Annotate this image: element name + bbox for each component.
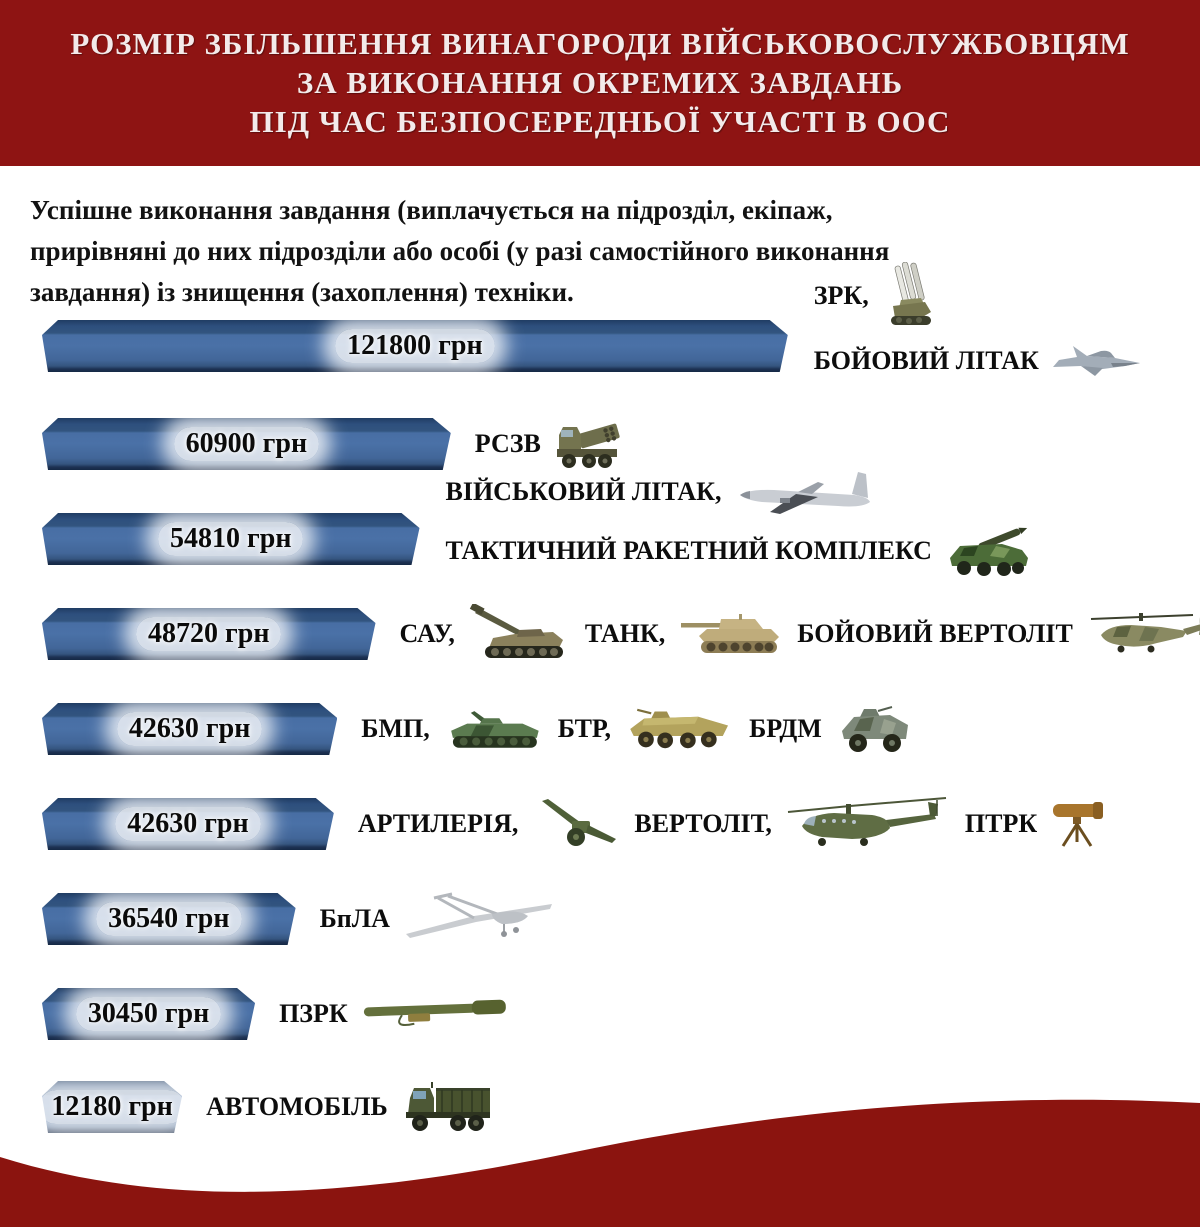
attack-helicopter-icon xyxy=(1090,613,1200,653)
bar-labels: БМП, БТР, БРДМ xyxy=(361,701,916,757)
target-label: ВЕРТОЛІТ, xyxy=(634,809,772,838)
self-propelled-gun-icon xyxy=(469,604,563,658)
target-label: РСЗВ xyxy=(474,429,541,458)
bottom-wave-decoration xyxy=(0,1099,1200,1227)
bar-36540: 36540 грн xyxy=(42,893,296,945)
recon-vehicle-icon xyxy=(841,706,908,752)
target-label: ВІЙСЬКОВИЙ ЛІТАК, xyxy=(445,477,722,506)
target-label: ЗРК, xyxy=(813,281,869,310)
bar-row-9: 12180 грн АВТОМОБІЛЬ xyxy=(0,1081,1200,1133)
page-title-line-1: РОЗМІР ЗБІЛЬШЕННЯ ВИНАГОРОДИ ВІЙСЬКОВОСЛ… xyxy=(70,26,1130,61)
sam-launcher-icon xyxy=(890,262,931,325)
bar-60900: 60900 грн xyxy=(42,418,451,470)
bar-labels: АВТОМОБІЛЬ xyxy=(206,1078,494,1136)
target-label: БпЛА xyxy=(319,904,390,933)
ifv-icon xyxy=(450,711,539,748)
target-label: САУ, xyxy=(399,619,455,648)
bar-value: 121800 грн xyxy=(335,329,495,363)
fighter-jet-icon xyxy=(1052,346,1140,376)
bar-labels: САУ, ТАНК, БОЙОВИЙ ВЕРТОЛІТ xyxy=(400,603,1200,665)
target-label: АРТИЛЕРІЯ, xyxy=(357,809,519,838)
intro-line-3: завдання) із знищення (захоплення) техні… xyxy=(30,277,574,307)
apc-icon xyxy=(630,708,729,749)
bar-labels: ЗРК, БОЙОВИЙ ЛІТАК xyxy=(814,262,1143,384)
bar-labels: ПЗРК xyxy=(279,997,510,1031)
bar-42630-b: 42630 грн xyxy=(42,798,334,850)
page-title-line-3: ПІД ЧАС БЕЗПОСЕРЕДНЬОЇ УЧАСТІ В ООС xyxy=(249,104,951,139)
military-plane-icon xyxy=(739,472,870,514)
bar-value: 36540 грн xyxy=(96,902,242,936)
transport-helicopter-icon xyxy=(787,797,946,846)
header-banner: РОЗМІР ЗБІЛЬШЕННЯ ВИНАГОРОДИ ВІЙСЬКОВОСЛ… xyxy=(0,0,1200,166)
bar-12180: 12180 грн xyxy=(39,1081,185,1133)
bar-48720: 48720 грн xyxy=(42,608,376,660)
intro-line-1: Успішне виконання завдання (виплачується… xyxy=(30,195,833,225)
bar-row-3: 54810 грн ВІЙСЬКОВИЙ ЛІТАК, ТАКТИЧНИЙ РА… xyxy=(0,472,1200,576)
bar-row-7: 36540 грн БпЛА xyxy=(0,892,1200,945)
bar-value: 54810 грн xyxy=(158,522,304,556)
mlrs-truck-icon xyxy=(556,423,620,468)
bar-30450: 30450 грн xyxy=(42,988,255,1040)
bar-row-2: 60900 грн РСЗВ xyxy=(0,418,1200,470)
target-label: ПЗРК xyxy=(279,999,348,1028)
target-label: ТАКТИЧНИЙ РАКЕТНИЙ КОМПЛЕКС xyxy=(445,536,932,565)
manpads-icon xyxy=(363,999,506,1027)
target-label: ТАНК, xyxy=(584,619,666,648)
bar-value: 12180 грн xyxy=(39,1090,185,1124)
bar-labels: РСЗВ xyxy=(475,415,623,473)
tank-icon xyxy=(681,614,780,653)
intro-text: Успішне виконання завдання (виплачується… xyxy=(30,190,1010,313)
bar-row-4: 48720 грн САУ, ТАНК, БОЙОВИЙ ВЕРТОЛІ xyxy=(0,604,1200,660)
bar-42630-a: 42630 грн xyxy=(42,703,337,755)
bar-row-8: 30450 грн ПЗРК xyxy=(0,988,1200,1040)
intro-line-2: прирівняні до них підрозділи або особі (… xyxy=(30,236,890,266)
bar-value: 48720 грн xyxy=(136,617,282,651)
target-label: БМП, xyxy=(361,714,430,743)
bar-121800: 121800 грн xyxy=(42,320,788,372)
bar-row-6: 42630 грн АРТИЛЕРІЯ, ВЕРТОЛІТ, xyxy=(0,796,1200,852)
bar-54810: 54810 грн xyxy=(42,513,420,565)
page-title-line-2: ЗА ВИКОНАННЯ ОКРЕМИХ ЗАВДАНЬ xyxy=(296,65,904,100)
uav-icon xyxy=(405,892,552,938)
bar-value: 42630 грн xyxy=(115,807,261,841)
bar-row-1: 121800 грн ЗРК, БОЙОВИЙ ЛІТАК xyxy=(0,262,1200,376)
bar-labels: ВІЙСЬКОВИЙ ЛІТАК, ТАКТИЧНИЙ РАКЕТНИЙ КОМ… xyxy=(446,464,1034,580)
howitzer-icon xyxy=(542,799,617,846)
target-label: БРДМ xyxy=(749,714,822,743)
bar-value: 30450 грн xyxy=(75,997,222,1031)
atgm-icon xyxy=(1053,802,1104,847)
bar-value: 42630 грн xyxy=(116,712,263,746)
bar-value: 60900 грн xyxy=(173,427,320,461)
target-label: БОЙОВИЙ ВЕРТОЛІТ xyxy=(797,619,1073,648)
target-label: ПТРК xyxy=(964,809,1038,838)
bar-row-5: 42630 грн БМП, БТР, БРДМ xyxy=(0,703,1200,755)
bar-labels: БпЛА xyxy=(320,888,554,950)
bar-labels: АРТИЛЕРІЯ, ВЕРТОЛІТ, ПТРК xyxy=(358,796,1105,852)
target-label: БТР, xyxy=(557,714,612,743)
military-truck-icon xyxy=(405,1082,490,1131)
target-label: АВТОМОБІЛЬ xyxy=(206,1092,388,1121)
tactical-missile-system-icon xyxy=(949,527,1028,576)
target-label: БОЙОВИЙ ЛІТАК xyxy=(813,346,1039,375)
